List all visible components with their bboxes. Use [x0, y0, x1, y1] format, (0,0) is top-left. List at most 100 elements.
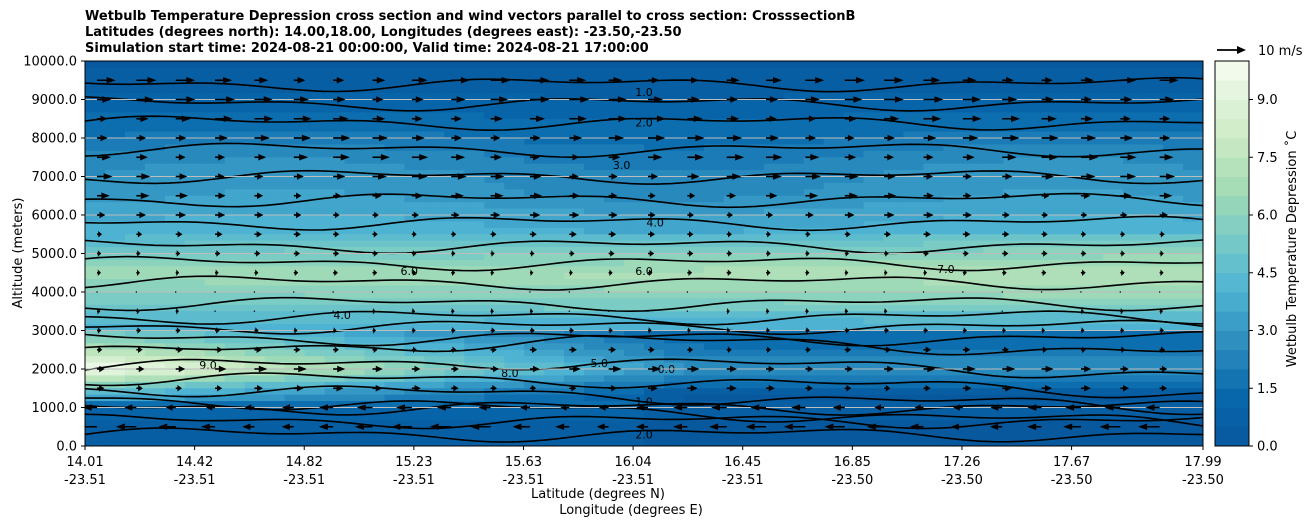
field-cell [184, 73, 206, 81]
quiver-key-arrowhead [1237, 46, 1246, 54]
field-cell [604, 125, 625, 133]
colorbar-tick-label: 7.5 [1257, 151, 1278, 166]
field-cell [1043, 324, 1064, 332]
contour-lines: 0.01.02.03.04.05.06.0 7.08.09.01.02.04.06… [85, 76, 1203, 443]
wind-vector [451, 231, 457, 238]
field-cell [843, 61, 865, 69]
field-cell [144, 369, 166, 377]
field-cell [743, 240, 765, 248]
field-cell [923, 67, 945, 75]
field-cell [404, 195, 425, 203]
field-cell [224, 234, 246, 242]
field-cell [424, 221, 445, 229]
field-cell [104, 311, 126, 319]
field-cell [943, 336, 965, 344]
field-cell [963, 433, 984, 441]
field-cell [1003, 304, 1024, 312]
field-cell [284, 375, 306, 383]
field-cell [484, 99, 505, 107]
field-cell [324, 317, 346, 325]
field-cell [1003, 349, 1024, 357]
field-cell [484, 131, 505, 139]
field-cell [863, 99, 885, 107]
field-cell [104, 208, 126, 216]
field-cell [484, 369, 505, 377]
field-cell [324, 279, 346, 287]
wind-vector [214, 310, 216, 312]
wind-vector [648, 365, 662, 373]
wind-vector [962, 231, 971, 238]
field-cell [663, 266, 685, 274]
field-cell [1063, 144, 1084, 152]
field-cell [1023, 304, 1044, 312]
field-cell [484, 279, 505, 287]
field-cell [663, 279, 685, 287]
wind-vector [529, 365, 540, 373]
wind-vector [923, 250, 929, 257]
field-cell [923, 279, 945, 287]
field-cell [184, 285, 206, 293]
field-cell [1143, 208, 1164, 216]
field-cell [184, 336, 206, 344]
wind-vector [1120, 308, 1124, 315]
field-cell [244, 131, 266, 139]
field-cell [604, 247, 625, 255]
field-cell [384, 195, 406, 203]
wind-vector [254, 154, 267, 161]
field-cell [644, 189, 665, 197]
wind-vector [923, 134, 937, 142]
field-cell [85, 369, 106, 377]
field-cell [1063, 125, 1084, 133]
field-cell [224, 105, 246, 113]
field-cell [204, 420, 226, 428]
field-cell [104, 349, 126, 357]
field-cell [124, 234, 146, 242]
field-cell [124, 138, 146, 146]
field-cell [1063, 356, 1084, 364]
x-tick-label-lon: -23.51 [722, 473, 764, 488]
field-cell [484, 112, 505, 120]
field-cell [703, 439, 725, 446]
wind-vector [1120, 134, 1134, 142]
field-cell [524, 247, 545, 255]
field-cell [204, 86, 226, 94]
wind-vector [354, 423, 373, 430]
field-cell [883, 86, 905, 94]
field-cell [703, 285, 725, 293]
field-cell [1083, 266, 1104, 274]
field-cell [384, 433, 406, 441]
field-cell [304, 420, 326, 428]
field-cell [384, 189, 406, 197]
field-cell [444, 93, 465, 101]
field-cell [783, 388, 805, 396]
field-cell [1023, 279, 1044, 287]
field-cell [1023, 266, 1044, 274]
field-cell [723, 234, 745, 242]
field-cell [564, 375, 585, 383]
field-cell [484, 413, 505, 421]
field-cell [304, 356, 326, 364]
field-cell [404, 279, 425, 287]
field-cell [843, 259, 865, 267]
field-cell [983, 112, 1004, 120]
field-cell [783, 125, 805, 133]
field-cell [1063, 311, 1084, 319]
field-cell [703, 144, 725, 152]
wind-vector [451, 192, 465, 199]
field-cell [723, 93, 745, 101]
field-cell [663, 189, 685, 197]
wind-vector [411, 327, 416, 334]
field-cell [1063, 195, 1084, 203]
field-cell [983, 105, 1004, 113]
field-cell [404, 324, 425, 332]
field-cell [1023, 73, 1044, 81]
field-cell [823, 388, 845, 396]
field-cell [404, 234, 425, 242]
field-cell [1123, 401, 1144, 409]
field-cell [344, 73, 366, 81]
field-cell [464, 420, 485, 428]
field-cell [624, 157, 645, 165]
field-cell [843, 118, 865, 126]
field-cell [524, 202, 545, 210]
field-cell [803, 253, 825, 261]
